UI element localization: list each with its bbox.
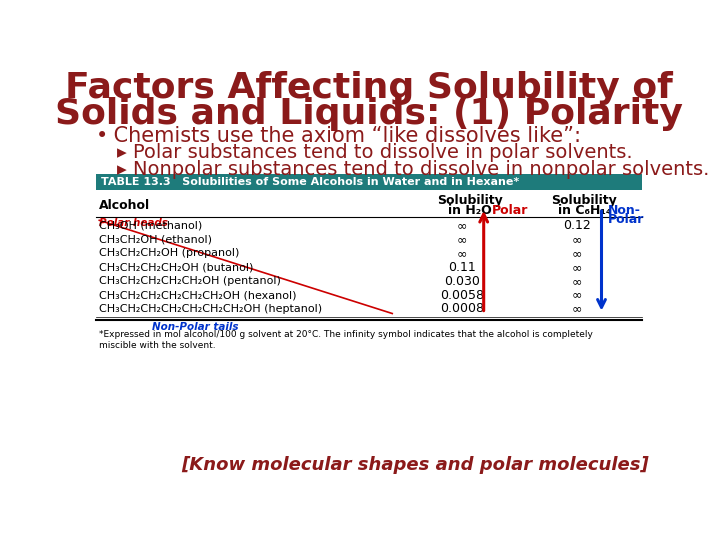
Text: in H₂O: in H₂O xyxy=(448,204,492,217)
Text: ▸ Nonpolar substances tend to dissolve in nonpolar solvents.: ▸ Nonpolar substances tend to dissolve i… xyxy=(117,160,709,179)
Text: TABLE 13.3   Solubilities of Some Alcohols in Water and in Hexane*: TABLE 13.3 Solubilities of Some Alcohols… xyxy=(101,177,519,187)
Text: CH₃CH₂CH₂CH₂OH (butanol): CH₃CH₂CH₂CH₂OH (butanol) xyxy=(99,262,253,272)
Text: Polar: Polar xyxy=(492,204,528,217)
Text: 0.12: 0.12 xyxy=(563,219,590,232)
Text: CH₃CH₂CH₂CH₂CH₂CH₂OH (hexanol): CH₃CH₂CH₂CH₂CH₂CH₂OH (hexanol) xyxy=(99,290,297,300)
Text: ∞: ∞ xyxy=(456,219,467,232)
Text: Non-: Non- xyxy=(608,204,641,217)
Text: Non-Polar tails: Non-Polar tails xyxy=(152,322,238,332)
Text: [Know molecular shapes and polar molecules]: [Know molecular shapes and polar molecul… xyxy=(181,456,649,475)
Text: Solubility: Solubility xyxy=(437,194,503,207)
Text: Solids and Liquids: (1) Polarity: Solids and Liquids: (1) Polarity xyxy=(55,97,683,131)
Text: ∞: ∞ xyxy=(456,247,467,260)
Text: ∞: ∞ xyxy=(572,275,582,288)
Text: CH₃CH₂CH₂OH (propanol): CH₃CH₂CH₂OH (propanol) xyxy=(99,248,240,259)
Text: ∞: ∞ xyxy=(572,302,582,315)
Text: ∞: ∞ xyxy=(572,247,582,260)
Text: CH₃CH₂OH (ethanol): CH₃CH₂OH (ethanol) xyxy=(99,234,212,245)
Text: CH₃OH (methanol): CH₃OH (methanol) xyxy=(99,221,202,231)
Text: Solubility: Solubility xyxy=(552,194,617,207)
Text: Polar: Polar xyxy=(608,213,644,226)
Text: ▸ Polar substances tend to dissolve in polar solvents.: ▸ Polar substances tend to dissolve in p… xyxy=(117,143,633,163)
Text: Chemists use the axiom “like dissolves like”:: Chemists use the axiom “like dissolves l… xyxy=(107,126,581,146)
Text: Factors Affecting Solubility of: Factors Affecting Solubility of xyxy=(65,71,673,105)
Text: ∞: ∞ xyxy=(456,233,467,246)
Text: CH₃CH₂CH₂CH₂CH₂OH (pentanol): CH₃CH₂CH₂CH₂CH₂OH (pentanol) xyxy=(99,276,282,286)
Text: *Expressed in mol alcohol/100 g solvent at 20°C. The infinity symbol indicates t: *Expressed in mol alcohol/100 g solvent … xyxy=(99,330,593,350)
Text: Polar heads: Polar heads xyxy=(99,218,168,228)
Text: 0.11: 0.11 xyxy=(448,261,476,274)
Text: ∞: ∞ xyxy=(572,261,582,274)
Text: ∞: ∞ xyxy=(572,233,582,246)
Text: 0.030: 0.030 xyxy=(444,275,480,288)
Text: ∞: ∞ xyxy=(572,288,582,301)
Text: CH₃CH₂CH₂CH₂CH₂CH₂CH₂OH (heptanol): CH₃CH₂CH₂CH₂CH₂CH₂CH₂OH (heptanol) xyxy=(99,304,323,314)
Text: 0.0058: 0.0058 xyxy=(440,288,484,301)
Text: •: • xyxy=(96,126,109,146)
Text: Alcohol: Alcohol xyxy=(99,199,150,212)
Bar xyxy=(96,174,642,190)
Text: 0.0008: 0.0008 xyxy=(440,302,484,315)
Text: in C₆H₁₄: in C₆H₁₄ xyxy=(558,204,611,217)
